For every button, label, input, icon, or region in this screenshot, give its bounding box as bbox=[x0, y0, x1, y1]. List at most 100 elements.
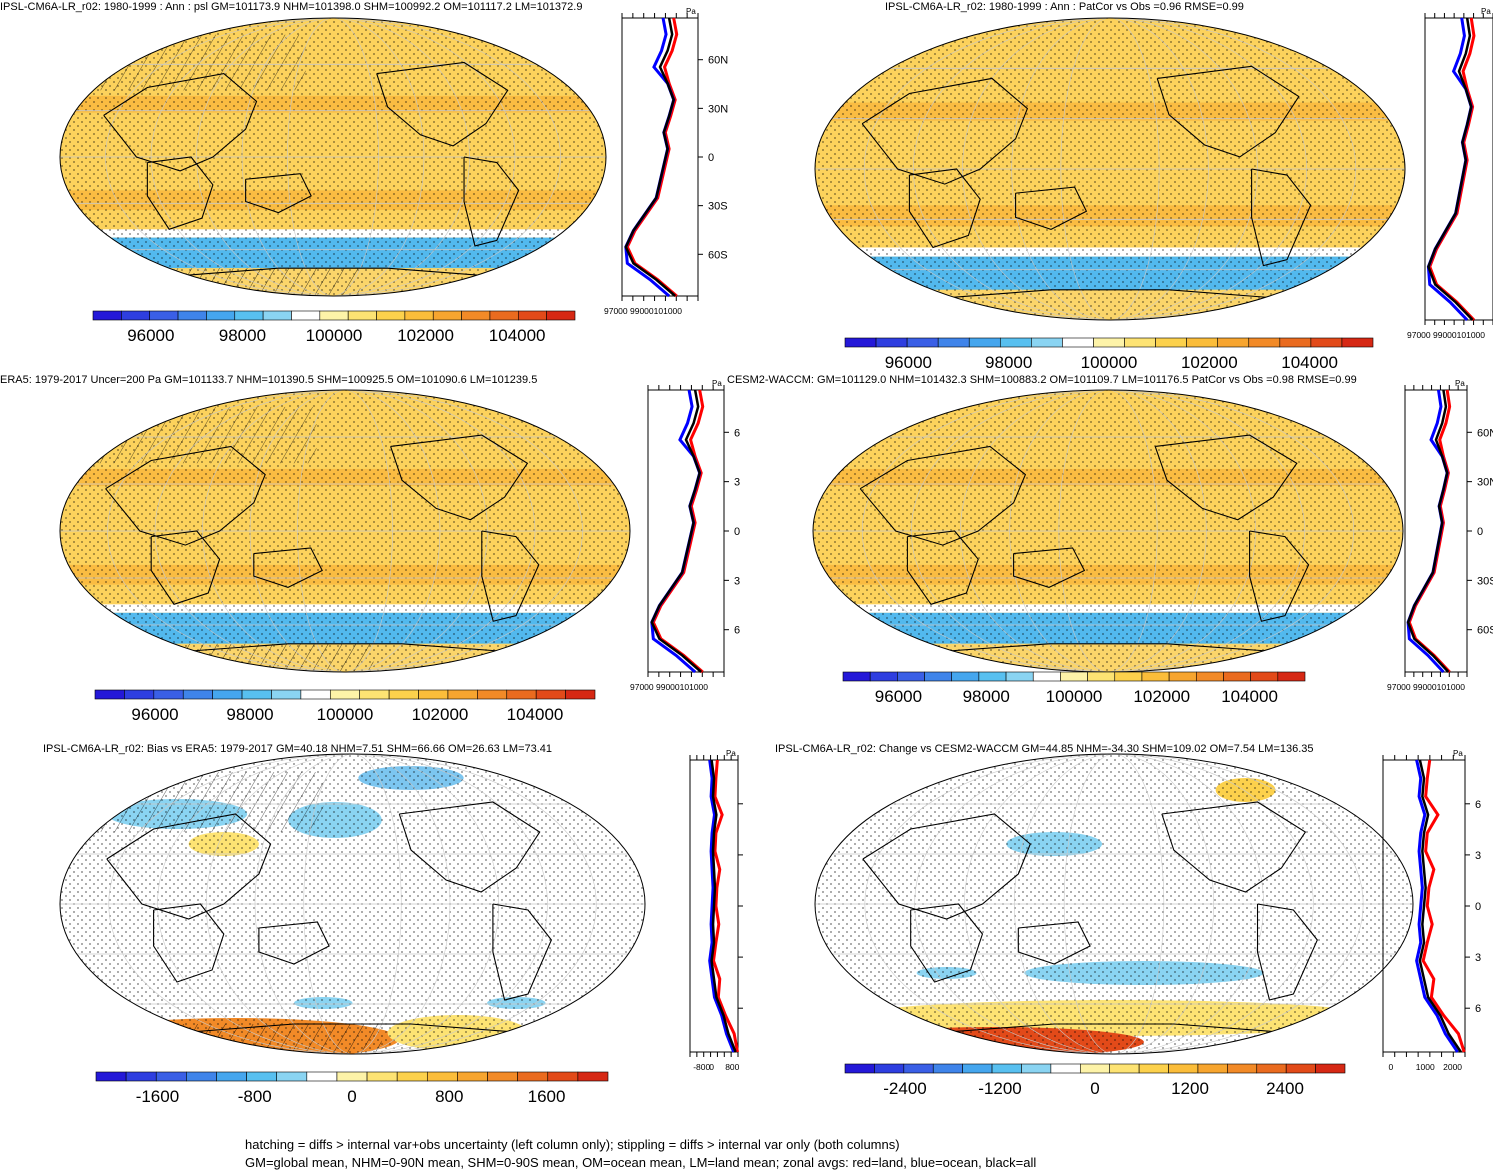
colorbar-swatch bbox=[1195, 671, 1224, 682]
colorbar-swatch bbox=[577, 1071, 609, 1082]
colorbar-swatch bbox=[1315, 1063, 1346, 1074]
colorbar-swatch bbox=[937, 337, 970, 348]
profile-x-label: 97000 99000101000 bbox=[604, 306, 682, 316]
colorbar-swatch bbox=[1227, 1063, 1258, 1074]
colorbar-swatch bbox=[376, 310, 406, 321]
map bbox=[813, 390, 1403, 672]
profile-lat-label: 30S bbox=[734, 575, 740, 587]
colorbar-swatch bbox=[1093, 337, 1125, 348]
colorbar-swatch bbox=[1310, 337, 1343, 348]
colorbar-swatch bbox=[291, 310, 321, 321]
map-border bbox=[59, 753, 646, 1055]
colorbar-swatch bbox=[1138, 1063, 1169, 1074]
colorbar-label: 800 bbox=[435, 1087, 463, 1106]
profile-x-label: 0 bbox=[709, 1062, 714, 1072]
panel-title-2: IPSL-CM6A-LR_r02: 1980-1999 : Ann : PatC… bbox=[885, 1, 1244, 13]
colorbar-swatch bbox=[1050, 1063, 1081, 1074]
footnote-hatching: hatching = diffs > internal var+obs unce… bbox=[245, 1137, 900, 1152]
colorbar-label: 98000 bbox=[226, 705, 273, 724]
colorbar: 96000 98000 100000 102000 104000 bbox=[94, 689, 596, 724]
profile-lat-label: 30N bbox=[734, 477, 740, 489]
panel-svg: Pa 97000 99000101000 96000 98000 100000 10200… bbox=[814, 7, 1493, 372]
panel-ipsl-change: Pa 6 3 0 3 6 0 1000 2000 -2400 -1200 0 1200 2400 bbox=[745, 742, 1493, 1122]
profile-x-label: 1000 bbox=[1416, 1062, 1435, 1072]
map bbox=[60, 390, 630, 672]
colorbar-swatch bbox=[1087, 671, 1116, 682]
zonal-profile: Pa 60N 30N 0 30S 60S 97000 99000101000 bbox=[630, 379, 754, 692]
profile-lat-label: 60N bbox=[734, 427, 740, 439]
panel-svg: Pa 60N 30N 0 30S 60S 97000 99000101000 96000 980… bbox=[59, 379, 754, 724]
colorbar-label: 102000 bbox=[412, 705, 469, 724]
profile-x-label: 97000 99000101000 bbox=[1387, 682, 1465, 692]
colorbar-swatch bbox=[447, 689, 478, 700]
colorbar: 96000 98000 100000 102000 104000 bbox=[92, 310, 576, 345]
colorbar-swatch bbox=[999, 337, 1032, 348]
map bbox=[60, 18, 606, 296]
colorbar-label: -1200 bbox=[978, 1079, 1021, 1098]
colorbar-swatch bbox=[432, 310, 462, 321]
profile-lat-label: 30S bbox=[1477, 575, 1493, 587]
profile-x-label: 97000 99000101000 bbox=[630, 682, 708, 692]
colorbar-swatch bbox=[535, 689, 566, 700]
colorbar-swatch bbox=[155, 1071, 187, 1082]
panel-ipsl-patcor: Pa 97000 99000101000 96000 98000 100000 10200… bbox=[745, 0, 1493, 372]
profile-lat-label: 3 bbox=[1475, 952, 1481, 964]
colorbar-swatch bbox=[319, 310, 349, 321]
colorbar-swatch bbox=[336, 1071, 368, 1082]
zonal-profile: Pa 60N 30N 0 30S 60S 97000 99000101000 bbox=[604, 7, 728, 316]
profile-lat-label: 3 bbox=[1475, 850, 1481, 862]
colorbar-label: -2400 bbox=[883, 1079, 926, 1098]
panel-title-1: IPSL-CM6A-LR_r02: 1980-1999 : Ann : psl … bbox=[0, 1, 583, 13]
colorbar-label: 98000 bbox=[219, 326, 266, 345]
colorbar-swatch bbox=[418, 689, 449, 700]
map bbox=[815, 18, 1405, 320]
colorbar-swatch bbox=[565, 689, 596, 700]
profile-lat-label: 6 bbox=[1475, 1003, 1481, 1015]
colorbar-swatch bbox=[1021, 1063, 1052, 1074]
colorbar: 96000 98000 100000 102000 104000 bbox=[844, 337, 1374, 372]
colorbar-swatch bbox=[874, 1063, 905, 1074]
colorbar-swatch bbox=[276, 1071, 308, 1082]
panel-title-5: IPSL-CM6A-LR_r02: Bias vs ERA5: 1979-201… bbox=[43, 743, 553, 755]
colorbar-swatch bbox=[186, 1071, 217, 1082]
colorbar-swatch bbox=[903, 1063, 934, 1074]
colorbar-swatch bbox=[366, 1071, 398, 1082]
colorbar-swatch bbox=[1109, 1063, 1140, 1074]
colorbar-swatch bbox=[897, 671, 925, 682]
panel-svg: Pa 60N 30N 0 30S 60S 97000 99000101000 96000 980… bbox=[59, 7, 728, 345]
colorbar-swatch bbox=[932, 1063, 963, 1074]
colorbar-swatch bbox=[1155, 337, 1187, 348]
profile-lat-label: 60S bbox=[708, 249, 728, 261]
colorbar-swatch bbox=[1250, 671, 1279, 682]
colorbar-swatch bbox=[1341, 337, 1374, 348]
colorbar-label: 100000 bbox=[317, 705, 374, 724]
colorbar-label: 1600 bbox=[528, 1087, 566, 1106]
colorbar-swatch bbox=[461, 310, 491, 321]
colorbar-swatch bbox=[1168, 1063, 1199, 1074]
colorbar-swatch bbox=[92, 310, 122, 321]
colorbar: 96000 98000 100000 102000 104000 bbox=[842, 671, 1306, 706]
colorbar-swatch bbox=[212, 689, 243, 700]
colorbar-swatch bbox=[1197, 1063, 1228, 1074]
profile-unit: Pa bbox=[686, 7, 696, 16]
colorbar-swatch bbox=[951, 671, 980, 682]
profile-lat-label: 0 bbox=[1477, 526, 1483, 538]
colorbar-label: 96000 bbox=[885, 353, 932, 370]
map-border bbox=[814, 17, 1406, 321]
colorbar-swatch bbox=[842, 671, 871, 682]
panel-era5-climatology: Pa 60N 30N 0 30S 60S 97000 99000101000 96000 980… bbox=[0, 372, 754, 732]
colorbar-swatch bbox=[968, 337, 1001, 348]
profile-unit: Pa bbox=[712, 379, 722, 388]
profile-unit: Pa bbox=[1453, 749, 1463, 758]
colorbar-swatch bbox=[1186, 337, 1219, 348]
colorbar-swatch bbox=[241, 689, 272, 700]
profile-lat-label: 30N bbox=[708, 103, 728, 115]
colorbar-label: 98000 bbox=[963, 687, 1010, 706]
panel-cesm2-climatology: Pa 60N 30N 0 30S 60S 97000 99000101000 96000 980… bbox=[745, 372, 1493, 732]
colorbar-swatch bbox=[94, 689, 125, 700]
panel-svg: Pa 6 3 0 3 6 0 1000 2000 -2400 -1200 0 1200 2400 bbox=[814, 749, 1481, 1098]
profile-x-label: 97000 99000101000 bbox=[1407, 330, 1485, 340]
colorbar-swatch bbox=[1031, 337, 1063, 348]
zonal-profile: Pa 60N 30N 0 30S 60S 97000 99000101000 bbox=[1387, 379, 1493, 692]
